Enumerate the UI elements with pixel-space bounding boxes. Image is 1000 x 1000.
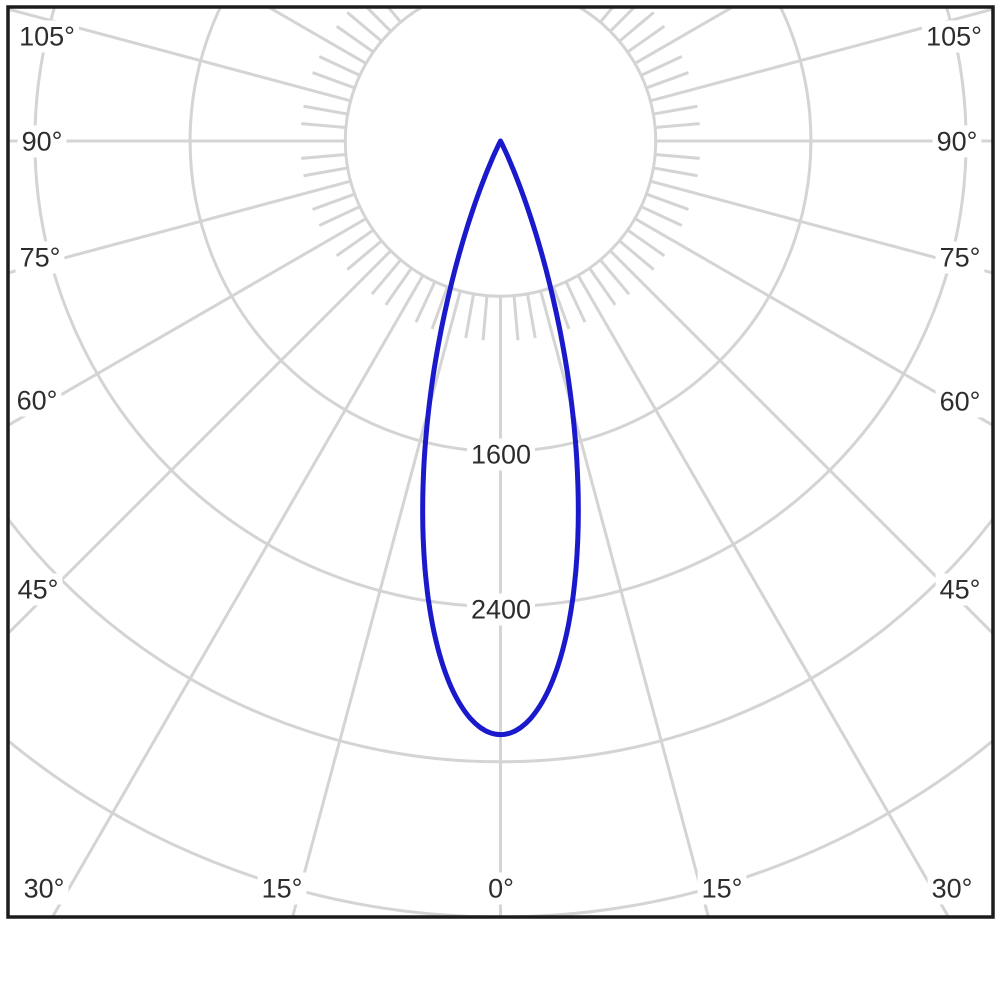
- grid-radial-30: [576, 274, 951, 917]
- chart-frame: [6, 5, 995, 919]
- grid-minor-tick: [653, 166, 698, 178]
- angle-label: 60°: [940, 387, 981, 417]
- angle-label-bg: [15, 20, 79, 53]
- grid-radial--60: [8, 217, 367, 428]
- grid-minor-tick: [386, 7, 402, 24]
- grid-minor-tick: [384, 267, 413, 306]
- grid-minor-tick: [301, 122, 347, 129]
- ring-label: 2400: [471, 595, 531, 625]
- grid-radial-105: [650, 7, 993, 103]
- angle-label-bg: [935, 241, 985, 274]
- grid-radial--45: [8, 249, 392, 636]
- ring-label: 1600: [471, 440, 531, 470]
- angle-label-bg: [935, 385, 985, 418]
- grid-minor-tick: [481, 295, 489, 341]
- grid-minor-tick: [464, 293, 476, 339]
- angle-label-bg: [13, 573, 63, 606]
- grid-radial--75: [8, 179, 351, 275]
- grid-radial--105: [8, 7, 351, 103]
- intensity-curve-C90-C270: [420, 138, 581, 738]
- grid-minor-tick: [303, 104, 348, 116]
- grid-minor-tick: [645, 192, 689, 211]
- grid-minor-tick: [525, 293, 537, 339]
- angle-label-bg: [927, 872, 977, 905]
- ring-label-bg: [466, 593, 536, 626]
- angle-label-bg: [697, 872, 747, 905]
- grid-minor-tick: [599, 7, 615, 24]
- grid-minor-tick: [653, 104, 698, 116]
- grid-minor-tick: [318, 55, 361, 77]
- angle-label: 45°: [18, 575, 59, 605]
- grid-minor-tick: [301, 153, 347, 160]
- axis-labels: 105° 90° 75° 60° 45° 105° 90° 75° 60° 45° 30° 15° 0°…: [12, 20, 986, 905]
- angle-label: 45°: [940, 575, 981, 605]
- grid-radial-15: [539, 290, 710, 917]
- angle-label: 75°: [940, 243, 981, 273]
- angle-label: 75°: [20, 243, 61, 273]
- grid-radial-45: [609, 249, 993, 636]
- grid-minor-tick: [414, 281, 437, 323]
- grid-minor-tick: [303, 166, 348, 178]
- grid-minor-tick: [626, 25, 666, 54]
- ring-label-bg: [466, 438, 536, 471]
- grid-minor-tick: [346, 239, 383, 271]
- angle-label-bg: [15, 241, 65, 274]
- angle-label: 105°: [926, 22, 982, 52]
- grid-minor-tick: [312, 71, 356, 90]
- angle-label: 30°: [24, 874, 65, 904]
- grid-minor-tick: [640, 205, 683, 227]
- grid-minor-tick: [626, 228, 666, 257]
- grid-minor-tick: [618, 11, 655, 43]
- grid-radial--30: [50, 274, 425, 917]
- legend: cd/klm η = 98% C0 - C180 C90 - C270: [0, 917, 1000, 1000]
- angle-label: 90°: [22, 127, 63, 157]
- angle-label: 30°: [932, 874, 973, 904]
- grid-minor-tick: [599, 258, 631, 296]
- grid-minor-tick: [618, 239, 655, 271]
- angle-label-bg: [922, 20, 986, 53]
- grid-minor-tick: [318, 205, 361, 227]
- grid-minor-tick: [564, 281, 587, 323]
- grid-radial-60: [634, 217, 993, 428]
- angle-label: 60°: [17, 386, 58, 416]
- angle-label-bg: [12, 384, 62, 417]
- angle-label-bg: [17, 125, 67, 158]
- angle-label-bg: [935, 573, 985, 606]
- grid-minor-tick: [430, 286, 449, 330]
- angle-label-bg: [257, 872, 307, 905]
- angle-label: 90°: [937, 127, 978, 157]
- angle-label-bg: [484, 872, 518, 905]
- grid-minor-tick: [640, 55, 683, 77]
- grid-minor-tick: [645, 71, 689, 90]
- angle-label-bg: [932, 125, 982, 158]
- grid-minor-tick: [654, 153, 700, 160]
- grid-minor-tick: [512, 295, 520, 341]
- angle-label: 0°: [488, 874, 514, 904]
- grid-radial--15: [291, 290, 462, 917]
- grid-minor-tick: [552, 286, 571, 330]
- grid-ring-800: [343, 7, 658, 298]
- grid-minor-tick: [335, 228, 375, 257]
- grid-minor-tick: [654, 122, 700, 129]
- grid-minor-tick: [588, 267, 617, 306]
- angle-label: 15°: [262, 874, 303, 904]
- grid-minor-tick: [312, 192, 356, 211]
- polar-chart-svg: 105° 90° 75° 60° 45° 105° 90° 75° 60° 45° 30° 15° 0°…: [6, 5, 995, 919]
- angle-label: 105°: [19, 22, 75, 52]
- grid-minor-tick: [346, 11, 383, 43]
- grid-radial-75: [650, 179, 993, 275]
- grid-minor-tick: [335, 25, 375, 54]
- grid-minor-tick: [370, 258, 402, 296]
- angle-label-bg: [19, 872, 69, 905]
- angle-label: 15°: [702, 874, 743, 904]
